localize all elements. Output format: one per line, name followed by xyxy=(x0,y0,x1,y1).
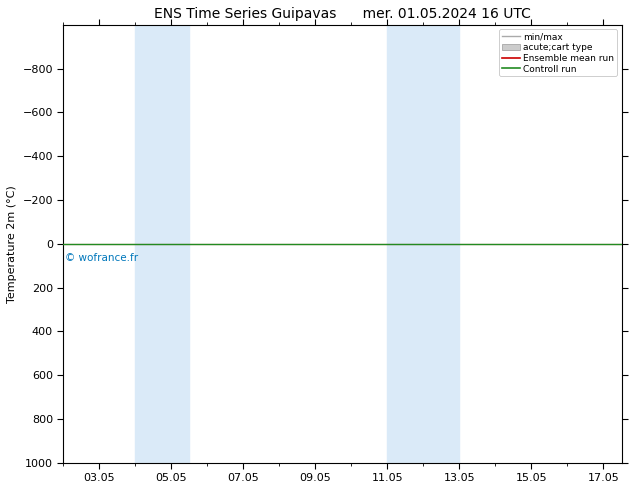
Legend: min/max, acute;cart type, Ensemble mean run, Controll run: min/max, acute;cart type, Ensemble mean … xyxy=(499,29,617,76)
Bar xyxy=(387,25,460,463)
Title: ENS Time Series Guipavas      mer. 01.05.2024 16 UTC: ENS Time Series Guipavas mer. 01.05.2024… xyxy=(154,7,531,21)
Bar xyxy=(136,25,190,463)
Text: © wofrance.fr: © wofrance.fr xyxy=(65,252,138,263)
Y-axis label: Temperature 2m (°C): Temperature 2m (°C) xyxy=(7,185,17,303)
